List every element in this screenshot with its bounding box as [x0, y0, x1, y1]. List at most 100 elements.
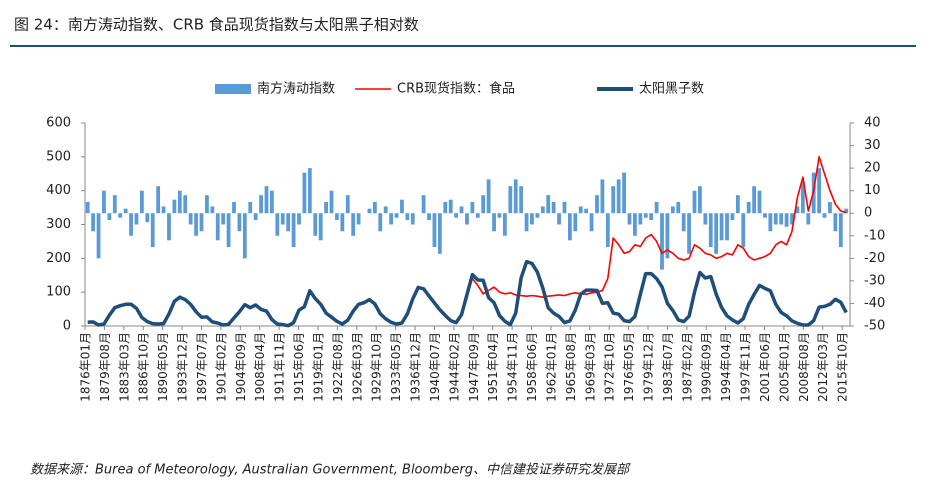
bar: [605, 213, 610, 248]
bar: [335, 213, 339, 220]
legend-swatch: [215, 84, 251, 94]
bar: [302, 172, 307, 214]
bar: [427, 213, 431, 220]
bar: [448, 199, 453, 214]
bar: [730, 213, 735, 220]
x-tick-label: 1915年06月: [292, 332, 306, 402]
x-tick-label: 2015年10月: [836, 332, 850, 402]
x-tick-label: 1893年12月: [176, 332, 190, 402]
y-tick-label: 300: [46, 217, 71, 232]
x-tick-label: 1944年02月: [447, 332, 461, 402]
bar: [199, 213, 204, 232]
y-tick-label: 400: [46, 183, 71, 198]
x-tick-label: 1969年03月: [583, 332, 597, 402]
x-tick-label: 1976年05月: [622, 332, 636, 402]
x-tick-label: 1901年02月: [214, 332, 228, 402]
bar: [741, 213, 746, 248]
y-tick-label: 600: [46, 116, 71, 131]
bar: [546, 195, 551, 214]
bar: [340, 213, 345, 232]
y-tick-label: 500: [46, 149, 71, 164]
bar: [654, 201, 659, 214]
bar: [817, 168, 822, 214]
bar: [714, 213, 719, 254]
bar: [378, 213, 383, 232]
x-tick-label: 1883年03月: [117, 332, 131, 402]
source: 数据来源：Burea of Meteorology, Australian Go…: [30, 462, 631, 478]
bar: [232, 201, 236, 214]
bar: [156, 186, 161, 214]
bar: [670, 206, 675, 214]
bar: [470, 201, 475, 214]
bar: [465, 213, 469, 225]
bar: [822, 213, 827, 218]
bar: [242, 213, 247, 259]
bar: [118, 213, 123, 218]
x-tick-label: 1904年09月: [234, 332, 248, 402]
bar: [800, 181, 805, 214]
bar: [719, 213, 724, 241]
bar: [318, 213, 323, 241]
x-tick-label: 1890年05月: [156, 332, 170, 402]
bar: [698, 186, 702, 214]
y2-tick-label: -30: [864, 273, 885, 288]
x-tick-label: 1933年05月: [389, 332, 403, 402]
bar: [432, 213, 437, 248]
bar: [725, 213, 729, 241]
x-tick-label: 1940年07月: [428, 332, 442, 402]
x-tick-label: 1965年08月: [564, 332, 578, 402]
bar: [492, 213, 496, 232]
bar: [595, 195, 599, 214]
legend-label: 太阳黑子数: [639, 82, 704, 97]
bar: [616, 179, 621, 214]
bar: [183, 195, 188, 214]
bar: [584, 208, 589, 214]
bar: [752, 186, 757, 214]
x-tick-label: 1911年11月: [273, 332, 287, 402]
bar: [530, 213, 534, 225]
bar: [389, 213, 394, 225]
bar: [96, 213, 101, 259]
bar: [356, 213, 361, 225]
bar: [421, 195, 426, 214]
bar: [123, 208, 128, 214]
bar: [535, 213, 540, 218]
bar: [129, 213, 133, 236]
bar: [828, 201, 832, 214]
bar: [226, 213, 231, 248]
bar: [205, 195, 209, 214]
bar: [768, 213, 773, 232]
bar: [481, 195, 486, 214]
bar: [475, 213, 480, 218]
x-tick-label: 1987年02月: [680, 332, 694, 402]
bar: [676, 201, 681, 214]
bar: [270, 190, 274, 214]
chart-title: 图 24：南方涛动指数、CRB 食品现货指数与太阳黑子相对数: [14, 16, 419, 34]
bar: [784, 213, 789, 227]
bar: [844, 208, 849, 214]
bar: [259, 195, 263, 214]
bar: [502, 213, 507, 236]
y2-tick-label: -40: [864, 296, 885, 311]
bar: [513, 179, 518, 214]
x-tick-label: 1897年07月: [195, 332, 209, 402]
x-tick-label: 1962年01月: [544, 332, 558, 402]
x-tick-label: 1979年12月: [642, 332, 656, 402]
bar: [91, 213, 96, 232]
bar: [275, 213, 280, 236]
bar: [329, 190, 334, 214]
bar: [161, 206, 166, 214]
bar: [773, 213, 778, 225]
bar: [763, 213, 767, 218]
y2-tick-label: 30: [864, 138, 881, 153]
bar: [194, 213, 198, 236]
bar: [102, 190, 106, 214]
bar: [264, 186, 269, 214]
bar: [291, 213, 296, 248]
bar: [443, 201, 448, 214]
bar: [692, 190, 697, 214]
x-tick-label: 1994年04月: [719, 332, 733, 402]
bar: [172, 199, 177, 214]
bar: [703, 213, 708, 225]
